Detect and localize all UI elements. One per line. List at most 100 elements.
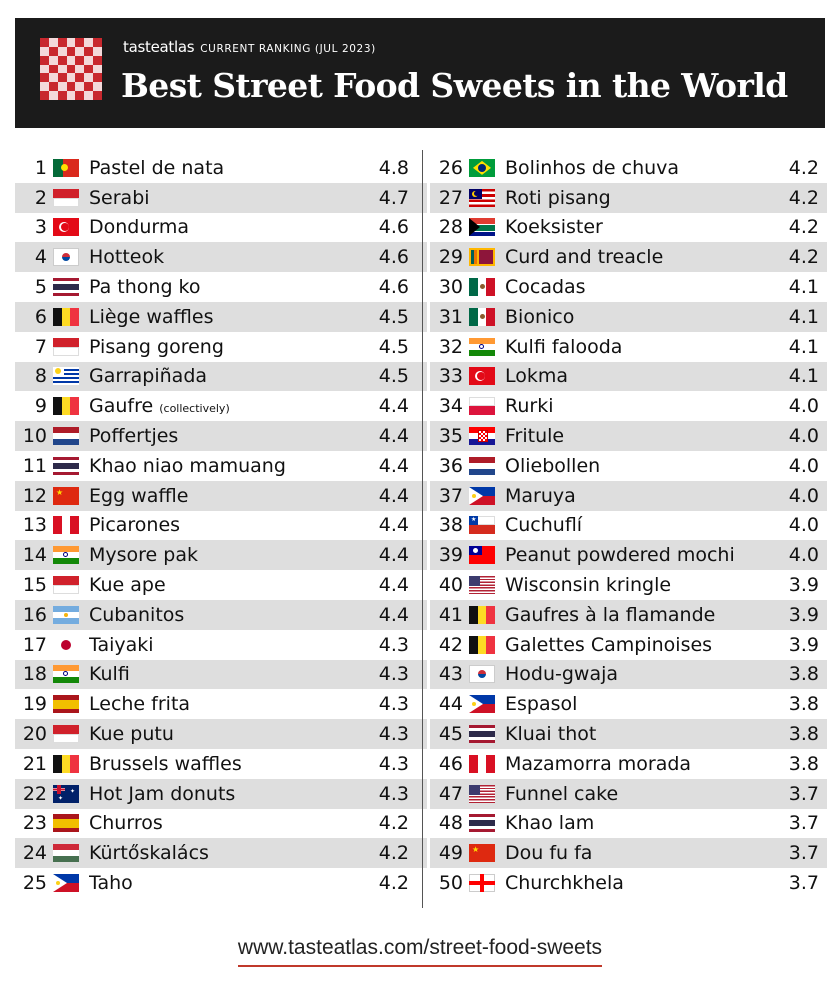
- rank-number: 8: [34, 365, 47, 388]
- dish-name: Dondurma: [89, 216, 359, 238]
- rating-score: 4.5: [378, 305, 409, 328]
- ph-flag-icon: [469, 486, 495, 505]
- ranking-row: 45 Kluai thot 3.8: [430, 719, 827, 749]
- footer-url-link[interactable]: www.tasteatlas.com/street-food-sweets: [237, 936, 603, 967]
- jp-flag-icon: [53, 635, 79, 654]
- in-flag-icon: [53, 546, 79, 565]
- dish-name: Kue putu: [89, 723, 359, 745]
- us-flag-icon: [469, 576, 495, 595]
- dish-name: Oliebollen: [505, 455, 775, 477]
- ranking-row: 30 Cocadas 4.1: [430, 272, 827, 302]
- rank-number: 48: [438, 812, 463, 835]
- ranking-row: 18 Kulfi 4.3: [15, 659, 427, 690]
- tw-flag-icon: [469, 546, 495, 565]
- dish-name-text: Cocadas: [505, 276, 586, 299]
- rank-number: 46: [438, 752, 463, 775]
- rank-number: 31: [438, 305, 463, 328]
- dish-name-text: Funnel cake: [505, 782, 619, 805]
- rank-number: 47: [438, 782, 463, 805]
- rating-score: 3.7: [788, 812, 819, 835]
- rating-score: 4.3: [378, 633, 409, 656]
- rank-number: 4: [34, 246, 47, 269]
- ranking-row: 9 Gaufre (collectively) 4.4: [15, 391, 427, 421]
- us-flag-icon: [469, 784, 495, 803]
- rating-score: 4.0: [788, 395, 819, 418]
- pe-flag-icon: [53, 516, 79, 535]
- dish-name: Wisconsin kringle: [505, 574, 775, 596]
- dish-name: Mazamorra morada: [505, 753, 775, 775]
- th-flag-icon: [53, 456, 79, 475]
- rank-number: 41: [438, 603, 463, 626]
- rating-score: 4.1: [788, 276, 819, 299]
- rating-score: 4.2: [378, 872, 409, 895]
- dish-name-text: Kue ape: [89, 574, 166, 597]
- th-flag-icon: [53, 278, 79, 297]
- ranking-row: 2 Serabi 4.7: [15, 182, 427, 213]
- rating-score: 4.2: [788, 246, 819, 269]
- rating-score: 4.4: [378, 425, 409, 448]
- dish-name: Garrapiñada: [89, 365, 359, 387]
- footer: www.tasteatlas.com/street-food-sweets: [0, 936, 840, 967]
- dish-name: Dou fu fa: [505, 842, 775, 864]
- ranking-row: 50 Churchkhela 3.7: [430, 868, 827, 898]
- dish-name-text: Hotteok: [89, 246, 165, 269]
- rating-score: 4.4: [378, 544, 409, 567]
- dish-name-text: Bionico: [505, 305, 575, 328]
- id-flag-icon: [53, 188, 79, 207]
- in-flag-icon: [53, 665, 79, 684]
- rating-score: 3.7: [788, 842, 819, 865]
- dish-name: Churros: [89, 812, 359, 834]
- dish-name: Gaufre (collectively): [89, 395, 359, 417]
- my-flag-icon: [469, 188, 495, 207]
- dish-name-text: Mysore pak: [89, 544, 198, 567]
- rating-score: 4.6: [378, 276, 409, 299]
- hr-flag-icon: [469, 427, 495, 446]
- rating-score: 4.1: [788, 305, 819, 328]
- ranking-row: 13 Picarones 4.4: [15, 511, 427, 541]
- rating-score: 4.6: [378, 216, 409, 239]
- checkered-logo-icon: [40, 38, 102, 100]
- be-flag-icon: [469, 635, 495, 654]
- dish-name-text: Pa thong ko: [89, 276, 201, 299]
- dish-name-text: Cuchuflí: [505, 514, 583, 537]
- dish-name: Pastel de nata: [89, 157, 359, 179]
- es-flag-icon: [53, 814, 79, 833]
- ranking-row: 4 Hotteok 4.6: [15, 242, 427, 273]
- ranking-row: 28 Koeksister 4.2: [430, 213, 827, 243]
- rank-number: 33: [438, 365, 463, 388]
- br-flag-icon: [469, 158, 495, 177]
- ar-flag-icon: [53, 605, 79, 624]
- ranking-row: 48 Khao lam 3.7: [430, 809, 827, 839]
- be-flag-icon: [469, 605, 495, 624]
- dish-name: Khao niao mamuang: [89, 455, 359, 477]
- dish-name-text: Lokma: [505, 365, 569, 388]
- dish-name-text: Bolinhos de chuva: [505, 156, 680, 179]
- be-flag-icon: [53, 754, 79, 773]
- rating-score: 4.2: [378, 842, 409, 865]
- dish-name: Cubanitos: [89, 604, 359, 626]
- dish-name: Churchkhela: [505, 872, 775, 894]
- ranking-row: 39 Peanut powdered mochi 4.0: [430, 540, 827, 571]
- be-flag-icon: [53, 397, 79, 416]
- dish-name: Pa thong ko: [89, 276, 359, 298]
- dish-name-text: Gaufres à la flamande: [505, 603, 716, 626]
- dish-name-text: Rurki: [505, 395, 554, 418]
- rank-number: 15: [22, 574, 47, 597]
- ranking-column-right: 26 Bolinhos de chuva 4.2 27 Roti pisang 4.2 28…: [430, 153, 827, 898]
- dish-name: Rurki: [505, 395, 775, 417]
- rating-score: 4.0: [788, 454, 819, 477]
- ranking-row: 8 Garrapiñada 4.5: [15, 361, 427, 392]
- dish-name-text: Khao niao mamuang: [89, 454, 286, 477]
- dish-name: Kulfi falooda: [505, 336, 775, 358]
- ranking-row: 1 Pastel de nata 4.8: [15, 153, 427, 183]
- dish-name-text: Taiyaki: [89, 633, 154, 656]
- rank-number: 29: [438, 246, 463, 269]
- rank-number: 40: [438, 574, 463, 597]
- ranking-row: 37 Maruya 4.0: [430, 480, 827, 511]
- rank-number: 10: [22, 425, 47, 448]
- mx-flag-icon: [469, 278, 495, 297]
- tr-flag-icon: [53, 218, 79, 237]
- rating-score: 4.4: [378, 603, 409, 626]
- rating-score: 4.4: [378, 514, 409, 537]
- rank-number: 27: [438, 186, 463, 209]
